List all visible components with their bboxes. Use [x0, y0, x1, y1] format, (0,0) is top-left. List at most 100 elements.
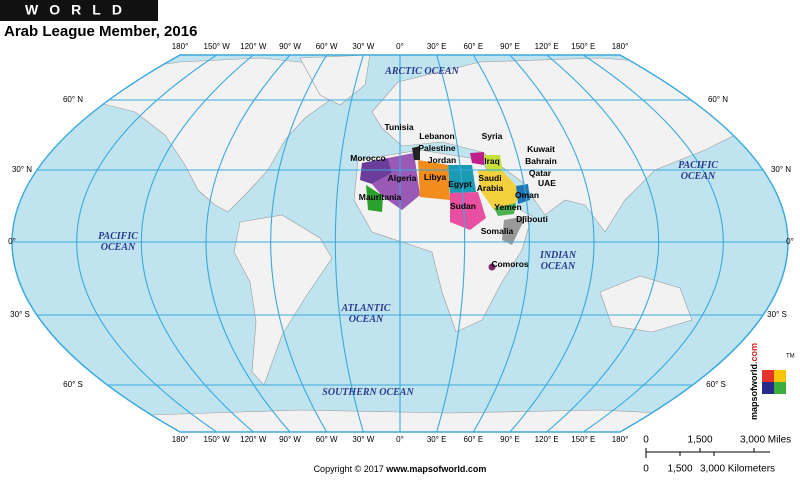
- country-label: Palestine: [418, 143, 456, 153]
- longitude-label: 30° E: [427, 42, 447, 51]
- country-label-line: Tunisia: [384, 122, 413, 132]
- logo-text: mapsofworld.com: [749, 343, 759, 420]
- country-label: UAE: [538, 178, 556, 188]
- south-america: [233, 214, 333, 386]
- somalia: [502, 216, 526, 245]
- longitude-label: 180°: [612, 42, 629, 51]
- scale-label: 1,500: [687, 435, 712, 446]
- subtitle: Arab League Member, 2016: [4, 23, 197, 40]
- country-label: Djibouti: [516, 214, 548, 224]
- longitude-label: 150° W: [204, 42, 231, 51]
- longitude-label: 30° W: [352, 435, 374, 444]
- scale-label: 1,500: [667, 464, 692, 475]
- country-label-line: Iraq: [484, 156, 500, 166]
- scale-label: 3,000 Miles: [740, 435, 791, 446]
- country-label-line: Mauritania: [359, 192, 402, 202]
- latitude-label: 0°: [8, 237, 16, 246]
- ocean-label: PACIFIC OCEAN: [678, 160, 718, 182]
- country-label-line: Qatar: [529, 168, 552, 178]
- latitude-label: 60° N: [63, 95, 83, 104]
- country-label: Egypt: [448, 179, 472, 189]
- copyright: Copyright © 2017 www.mapsofworld.com: [314, 464, 487, 474]
- saudi-arabia: [478, 168, 520, 210]
- scale-label: 0: [643, 464, 649, 475]
- latitude-label: 60° S: [63, 380, 83, 389]
- country-label-line: Algeria: [388, 173, 417, 183]
- latitude-label: 30° S: [10, 310, 30, 319]
- country-label-line: Djibouti: [516, 214, 548, 224]
- comoros: [488, 263, 496, 271]
- tunisia: [412, 146, 420, 160]
- map-outline: [11, 54, 789, 433]
- country-label: Saudi Arabia: [477, 173, 504, 193]
- country-label: Oman: [515, 190, 539, 200]
- logo-square: [774, 382, 786, 394]
- logo-square: [762, 370, 774, 382]
- longitude-label: 60° E: [464, 42, 484, 51]
- country-label: Algeria: [388, 173, 417, 183]
- longitude-label: 90° W: [279, 42, 301, 51]
- morocco: [360, 158, 392, 184]
- country-label: Jordan: [428, 155, 456, 165]
- country-label: Comoros: [491, 259, 529, 269]
- country-label-line: Saudi: [478, 173, 501, 183]
- country-label: Yemen: [494, 202, 521, 212]
- country-label-line: Lebanon: [419, 131, 454, 141]
- country-label: Iraq: [484, 156, 500, 166]
- logo-square: [762, 382, 774, 394]
- country-label-line: Morocco: [350, 153, 385, 163]
- latitude-label: 0°: [786, 237, 794, 246]
- longitude-label: 120° W: [240, 42, 267, 51]
- country-label-line: UAE: [538, 178, 556, 188]
- longitude-label: 120° E: [535, 435, 559, 444]
- australia: [599, 275, 693, 333]
- country-label-line: Somalia: [481, 226, 514, 236]
- longitude-label: 0°: [396, 435, 404, 444]
- sudan: [450, 192, 486, 230]
- logo-square: [774, 370, 786, 382]
- longitude-label: 60° W: [316, 42, 338, 51]
- longitude-label: 180°: [612, 435, 629, 444]
- country-label-line: Yemen: [494, 202, 521, 212]
- country-label-line: Oman: [515, 190, 539, 200]
- longitude-label: 30° W: [352, 42, 374, 51]
- country-label-line: Arabia: [477, 183, 504, 193]
- longitude-label: 150° W: [204, 435, 231, 444]
- country-label-line: Libya: [424, 172, 446, 182]
- latitude-label: 60° S: [706, 380, 726, 389]
- country-label-line: Syria: [482, 131, 503, 141]
- country-label-line: Kuwait: [527, 144, 555, 154]
- country-label: Kuwait: [527, 144, 555, 154]
- latitude-label: 30° N: [12, 165, 32, 174]
- ocean-label: PACIFIC OCEAN: [98, 231, 138, 253]
- country-label: Sudan: [450, 201, 476, 211]
- country-label-line: Palestine: [418, 143, 456, 153]
- latitude-label: 60° N: [708, 95, 728, 104]
- longitude-label: 90° W: [279, 435, 301, 444]
- longitude-label: 90° E: [500, 42, 520, 51]
- latitude-label: 30° S: [767, 310, 787, 319]
- scale-bar: 0 1,500 3,000 Miles 0 1,500 3,000 Kilome…: [643, 435, 791, 475]
- title: WORLD: [25, 2, 133, 18]
- country-label-line: Bahrain: [525, 156, 557, 166]
- country-label: Somalia: [481, 226, 514, 236]
- ocean-label: ATLANTIC OCEAN: [341, 303, 391, 325]
- longitude-label: 0°: [396, 42, 404, 51]
- country-label: Tunisia: [384, 122, 413, 132]
- country-label-line: Comoros: [491, 259, 529, 269]
- country-label: Mauritania: [359, 192, 402, 202]
- longitude-label: 90° E: [500, 435, 520, 444]
- syria: [470, 152, 484, 165]
- map-body: [12, 55, 788, 432]
- longitude-label: 60° E: [464, 435, 484, 444]
- scale-label: 0: [643, 435, 649, 446]
- longitude-label: 120° W: [240, 435, 267, 444]
- country-labels: Tunisia Lebanon Palestine Syria Jordan Morocc…: [350, 122, 557, 269]
- latitude-label: 30° N: [771, 165, 791, 174]
- longitude-label: 60° W: [316, 435, 338, 444]
- ocean-label: ARCTIC OCEAN: [384, 66, 459, 77]
- ocean-label: INDIAN OCEAN: [539, 250, 577, 272]
- mauritania: [366, 185, 383, 212]
- logo-tm: TM: [786, 354, 795, 360]
